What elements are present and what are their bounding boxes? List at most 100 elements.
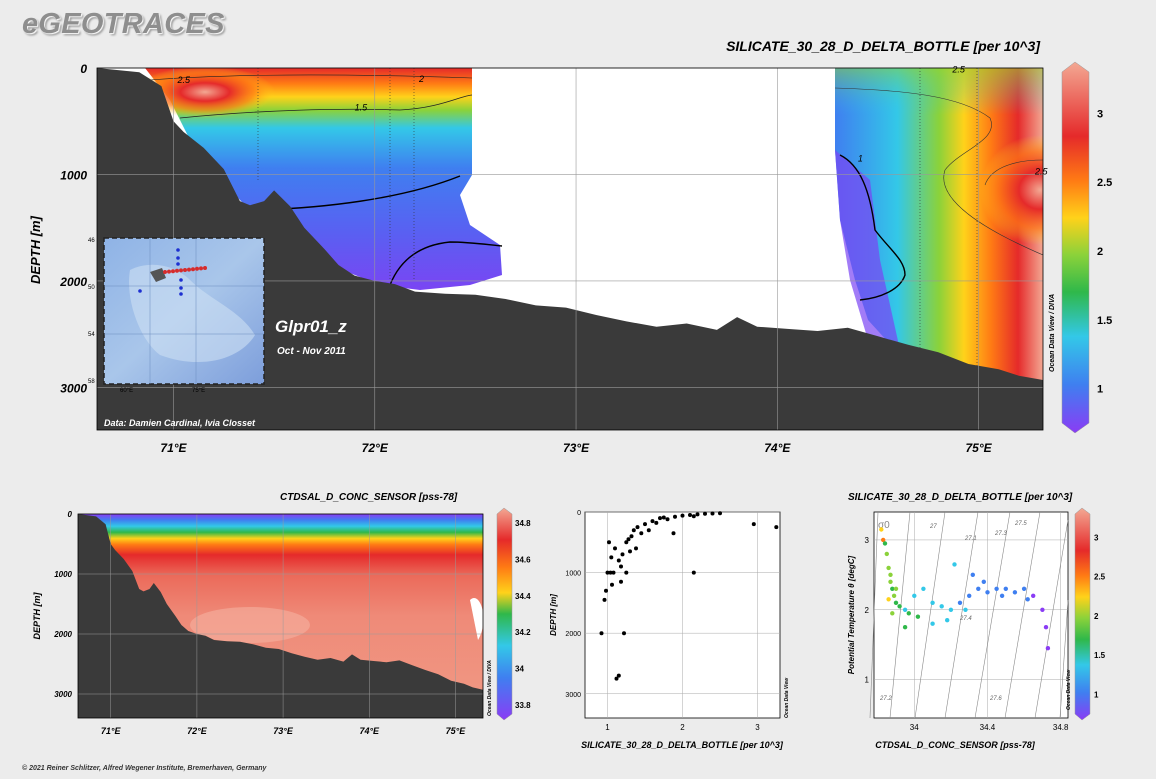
sal-xtick-label-0: 71°E [101, 726, 122, 736]
ts-point-26 [1031, 593, 1036, 598]
profile-xtick-label-2: 3 [755, 723, 760, 732]
ts-point-28 [1043, 625, 1049, 630]
profile-point-2 [605, 570, 610, 575]
silicate-field-west [145, 68, 502, 290]
ts-point-1 [881, 537, 886, 543]
profile-point-27 [665, 517, 670, 522]
sal-xtick-label-1: 72°E [187, 726, 208, 736]
profile-point-18 [629, 534, 634, 539]
profile-point-34 [654, 520, 659, 525]
main-chart-title: SILICATE_30_28_D_DELTA_BOTTLE [per 10^3] [726, 38, 1040, 54]
main-contour-labels: 2.5 1.5 2 2.5 1 2.5 [177, 64, 1049, 176]
main-cbar-tick-2: 2 [1097, 246, 1103, 258]
inset-island [150, 268, 166, 282]
iso-label-27: 27 [929, 524, 937, 530]
main-cbar-tick-1: 1.5 [1097, 315, 1112, 327]
contour-2.5-east [984, 159, 1043, 186]
ts-point-24 [1012, 590, 1018, 595]
main-x-ticks: 71°E 72°E 73°E 74°E 75°E [160, 441, 992, 455]
sal-odv-label: Ocean Data View / DIVA [487, 660, 493, 716]
inset-station-red-7 [191, 267, 195, 272]
inset-station-blue-0 [176, 248, 180, 252]
profile-point-22 [639, 531, 644, 536]
ts-point-0 [879, 527, 884, 532]
inset-station-blue-6 [138, 289, 142, 293]
ts-point-17 [948, 607, 954, 612]
ts-point-41 [999, 593, 1005, 598]
profile-point-20 [634, 546, 638, 551]
ts-ytick-label-1: 2 [865, 606, 870, 615]
salinity-chart-title: CTDSAL_D_CONC_SENSOR [pss-78] [280, 492, 458, 503]
inset-map: 46 50 54 58 60°E 75°E [88, 237, 265, 394]
inset-plateau [129, 264, 255, 363]
sal-cbar-tick-1: 34 [515, 665, 524, 674]
ts-point-3 [884, 551, 889, 557]
ts-point-23 [1003, 586, 1008, 591]
inset-grid [104, 238, 264, 384]
sigma-label: σ0 [878, 520, 890, 531]
profile-ytick-label-3: 3000 [565, 692, 581, 699]
profile-point-10 [616, 558, 621, 563]
ts-plot-area [873, 511, 1069, 719]
profile-y-ticks: 0 1000 2000 3000 [565, 510, 581, 699]
inset-lat-58: 58 [88, 379, 95, 385]
main-ytick-label-3: 3000 [60, 381, 87, 395]
inset-lon-60: 60°E [120, 388, 133, 394]
profile-point-9 [616, 673, 621, 678]
ts-point-8 [891, 593, 897, 598]
ts-xtick-label-2: 34.8 [1053, 723, 1069, 732]
ts-y-axis-label: Potential Temperature θ [degC] [847, 555, 856, 674]
profile-point-32 [703, 511, 707, 516]
profile-point-25 [650, 519, 655, 524]
ts-point-35 [902, 625, 908, 630]
ts-cbar-tick-4: 3 [1094, 534, 1099, 543]
ts-point-34 [930, 621, 935, 626]
inset-station-red-4 [179, 268, 183, 273]
silicate-max-west [135, 68, 275, 118]
sal-colorbar: 33.8 34 34.2 34.4 34.6 34.8 [496, 507, 531, 721]
profile-point-7 [613, 546, 617, 551]
inset-station-red-3 [175, 268, 179, 273]
profile-ytick-label-1: 1000 [565, 571, 581, 578]
sal-y-axis-label: DEPTH [m] [32, 591, 42, 639]
main-odv-label: Ocean Data View / DIVA [1049, 294, 1056, 372]
copyright-footer: © 2021 Reiner Schlitzer, Alfred Wegener … [22, 765, 267, 772]
ts-point-5 [888, 572, 893, 577]
ts-point-16 [939, 604, 944, 609]
ts-point-38 [890, 611, 895, 616]
main-xtick-label-1: 72°E [362, 441, 389, 455]
cruise-name: Glpr01_z [275, 317, 347, 336]
ts-points [879, 527, 1051, 651]
ts-point-36 [893, 586, 899, 591]
ts-point-30 [970, 572, 975, 577]
profile-point-24 [646, 528, 651, 533]
iso-label-27.5: 27.5 [1014, 521, 1027, 527]
main-xtick-label-4: 75°E [966, 441, 993, 455]
profile-point-3 [607, 540, 611, 545]
profile-point-5 [609, 555, 614, 560]
ts-point-39 [915, 614, 921, 619]
inset-station-blue-1 [176, 256, 180, 260]
cruise-date: Oct - Nov 2011 [277, 346, 346, 357]
ts-xtick-label-1: 34.4 [980, 723, 996, 732]
main-colorbar: 1 1.5 2 2.5 3 [1061, 61, 1112, 434]
profile-point-16 [626, 537, 631, 542]
ts-xtick-label-0: 34 [910, 723, 919, 732]
sal-y-ticks: 0 1000 2000 3000 [53, 510, 72, 699]
profile-point-29 [680, 513, 685, 518]
ts-isopycnal-labels: 27 27.1 27.2 27.3 27.4 27.5 27.6 [879, 521, 1027, 702]
inset-station-red-6 [187, 267, 191, 272]
ts-isopycnals [869, 511, 1069, 719]
ts-point-40 [963, 607, 968, 612]
main-xtick-label-3: 74°E [764, 441, 791, 455]
ts-cbar-tick-0: 1 [1094, 690, 1099, 699]
ts-point-22 [994, 586, 999, 591]
ts-point-7 [890, 586, 895, 591]
profile-ytick-label-2: 2000 [565, 631, 581, 638]
ts-point-20 [976, 586, 981, 591]
profile-point-1 [604, 588, 608, 593]
ts-x-ticks: 34 34.4 34.8 [910, 723, 1069, 732]
inset-lat-54: 54 [88, 332, 95, 338]
profile-point-31 [695, 512, 700, 517]
